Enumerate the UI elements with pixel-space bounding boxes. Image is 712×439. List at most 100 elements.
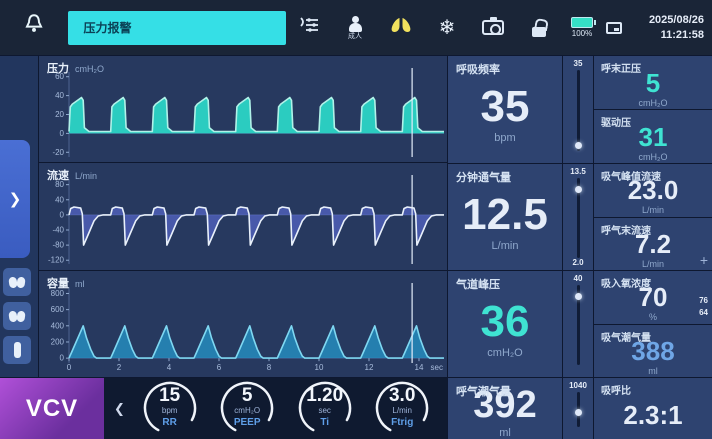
alarm-banner-text: 压力报警 [83, 21, 132, 35]
tile-peak-insp-flow[interactable]: 吸气峰值流速 23.0 L/min [594, 164, 712, 217]
patient-type-button[interactable]: 成人 [332, 6, 378, 50]
expand-control[interactable]: + [699, 252, 708, 268]
limit-track [576, 70, 580, 151]
limit-thumb[interactable] [574, 141, 582, 149]
limit-thumb[interactable] [574, 292, 582, 300]
param-label: 吸气峰值流速 [601, 172, 661, 183]
scale-icon [13, 342, 21, 358]
pressure-waveform[interactable]: 压力 cmH₂O 60 40 20 0 -20 [39, 56, 447, 163]
scale-view-button[interactable] [3, 336, 31, 364]
tile-respiratory-rate[interactable]: 呼吸频率 35 bpm [448, 56, 562, 163]
tile-driving-pressure[interactable]: 驱动压 31 cmH₂O [594, 110, 712, 163]
svg-text:8: 8 [267, 363, 272, 372]
limit-low-label: 2.0 [572, 258, 584, 267]
knob-unit: cmH₂O [234, 405, 261, 415]
battery-icon [571, 17, 596, 28]
param-value: 5 [645, 67, 661, 98]
pressure-chart-title: 压力 [47, 63, 69, 75]
param-label: 驱动压 [601, 118, 631, 129]
snowflake-icon: ❄ [438, 17, 456, 39]
volume-chart-title: 容量 [47, 277, 69, 290]
tile-value: 35 [480, 82, 530, 131]
param-unit: ml [648, 365, 658, 376]
param-unit: % [648, 312, 657, 323]
right-params-row4: 吸呼比 2.3:1 [594, 378, 712, 439]
lungs-icon [389, 16, 413, 39]
chevron-right-icon: ❯ [8, 191, 22, 208]
limit-slider[interactable]: 1040 [563, 378, 593, 439]
sidebar-expand-button[interactable]: ❯ [0, 140, 30, 258]
camera-icon [482, 17, 504, 35]
limit-slider[interactable]: 40 [563, 271, 593, 377]
tile-end-exp-flow[interactable]: 呼气末流速 7.2 L/min + [594, 217, 712, 270]
tile-insp-tidal-volume[interactable]: 吸气潮气量 388 ml [594, 324, 712, 377]
loops-view-button[interactable] [3, 302, 31, 330]
svg-text:0: 0 [60, 211, 65, 220]
tile-minute-volume[interactable]: 分钟通气量 12.5 L/min [448, 164, 562, 270]
lung-mechanics-button[interactable] [3, 268, 31, 296]
alarm-bell-button[interactable] [0, 12, 68, 43]
flow-waveform[interactable]: 流速 L/min 80 40 0 -40 -80 -120 [39, 163, 447, 270]
ventilation-mode-button[interactable]: VCV [0, 378, 104, 439]
nebulizer-button[interactable]: ❄ [424, 6, 470, 50]
knob-label: Ftrig [391, 416, 414, 428]
param-label: 吸入氧浓度 [601, 279, 651, 290]
tile-label: 气道峰压 [456, 279, 500, 291]
tile-value: 392 [473, 384, 537, 426]
flow-chart-title: 流速 [47, 170, 69, 183]
tile-value: 12.5 [462, 189, 548, 239]
svg-text:800: 800 [51, 289, 65, 298]
battery-indicator: 100% [562, 17, 602, 38]
param-label: 呼气末流速 [601, 225, 651, 237]
alarm-setup-icon [297, 15, 321, 40]
tile-peep[interactable]: 呼末正压 5 cmH₂O [594, 56, 712, 109]
alarm-setup-button[interactable] [286, 6, 332, 50]
param-value: 2.3:1 [623, 399, 683, 430]
screenshot-button[interactable] [470, 6, 516, 50]
tile-ie-ratio[interactable]: 吸呼比 2.3:1 [594, 378, 712, 439]
chevron-left-icon: ❮ [114, 400, 125, 416]
mode-label: VCV [25, 394, 79, 422]
knob-flow-trigger[interactable]: 3.0 L/min Ftrig [365, 380, 439, 438]
knob-value: 1.20 [306, 384, 344, 406]
limit-thumb[interactable] [574, 409, 582, 417]
unlock-icon [531, 19, 547, 37]
svg-text:0: 0 [60, 129, 65, 138]
param-label: 吸呼比 [601, 386, 631, 397]
tile-unit: ml [499, 427, 511, 439]
limit-high-label: 1040 [569, 381, 587, 390]
main-area: ❯ 压力 cmH₂O 60 40 20 0 -20 流速 L/min 80 4 [0, 56, 712, 439]
limit-slider[interactable]: 13.5 2.0 [563, 164, 593, 270]
param-unit: cmH₂O [638, 97, 668, 108]
knob-respiratory-rate[interactable]: 15 bpm RR [133, 380, 207, 438]
param-unit: L/min [641, 258, 664, 269]
volume-waveform[interactable]: 容量 ml 800 600 400 200 0 0 2 4 6 8 10 12 14 sec [39, 270, 447, 377]
svg-text:-20: -20 [52, 148, 64, 157]
limit-thumb[interactable] [574, 185, 582, 193]
top-toolbar: 成人 ❄ 100% 2025/08/26 [286, 6, 712, 50]
fio2-low-limit: 64 [699, 308, 708, 317]
knob-label: Ti [320, 416, 330, 428]
param-value: 23.0 [627, 175, 679, 206]
knob-inspiratory-time[interactable]: 1.20 sec Ti [288, 380, 362, 438]
tile-unit: L/min [491, 239, 519, 252]
knob-peep[interactable]: 5 cmH₂O PEEP [210, 380, 284, 438]
limit-slider[interactable]: 35 [563, 56, 593, 163]
alarm-banner[interactable]: 压力报警 [67, 10, 286, 45]
tile-fio2[interactable]: 吸入氧浓度 70 % 76 64 [594, 271, 712, 324]
fio2-high-limit: 76 [699, 296, 708, 305]
lung-status-button[interactable] [378, 6, 424, 50]
waveform-panel: 压力 cmH₂O 60 40 20 0 -20 流速 L/min 80 40 0 -40 -80… [39, 56, 447, 377]
flow-chart-unit: L/min [75, 171, 98, 182]
tile-peak-pressure[interactable]: 气道峰压 36 cmH₂O [448, 271, 562, 377]
svg-text:40: 40 [55, 91, 64, 100]
knob-label: PEEP [233, 416, 261, 428]
param-unit: cmH₂O [638, 151, 668, 162]
loops-icon [9, 311, 25, 322]
time-text: 11:21:58 [660, 28, 704, 41]
setting-knobs: 15 bpm RR 5 cmH₂O PEEP 1.20 sec Ti [131, 378, 447, 439]
svg-text:6: 6 [217, 363, 222, 372]
screen-lock-button[interactable] [516, 6, 562, 50]
tile-expiratory-tidal-volume[interactable]: 呼气潮气量 392 ml [448, 378, 562, 439]
pressure-chart-unit: cmH₂O [75, 64, 104, 74]
